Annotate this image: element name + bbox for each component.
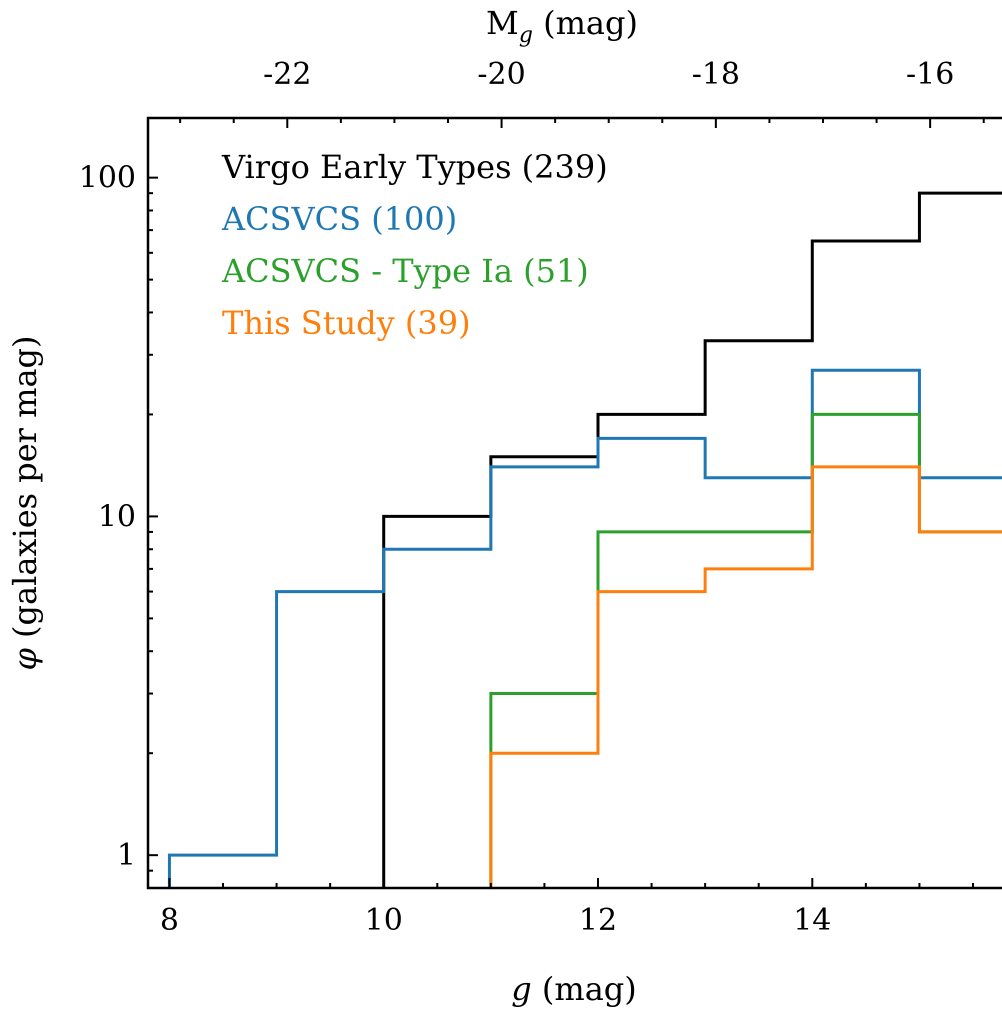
y-tick-label: 100 xyxy=(79,161,136,196)
top-axis-title: Mg (mag) xyxy=(486,4,638,48)
x-axis-title: g (mag) xyxy=(511,970,637,1008)
legend-entry-2: ACSVCS - Type Ia (51) xyxy=(221,252,589,290)
x-tick-label: 14 xyxy=(793,903,831,938)
x-tick-label: 12 xyxy=(579,903,617,938)
x-tick-label: 10 xyxy=(365,903,403,938)
top-tick-label: -16 xyxy=(906,57,954,92)
series-line-3 xyxy=(489,465,1002,888)
top-tick-label: -18 xyxy=(692,57,740,92)
y-axis-title: φ (galaxies per mag) xyxy=(6,335,44,670)
legend: Virgo Early Types (239) ACSVCS (100) ACSVC… xyxy=(221,148,608,342)
series-line-1 xyxy=(167,368,1002,888)
legend-entry-1: ACSVCS (100) xyxy=(221,200,457,238)
series-line-2 xyxy=(489,412,1002,888)
y-tick-label: 10 xyxy=(98,499,136,534)
top-tick-label: -22 xyxy=(263,57,311,92)
series-layer xyxy=(167,191,1002,888)
x-tick-label: 8 xyxy=(160,903,179,938)
legend-entry-3: This Study (39) xyxy=(222,304,471,342)
top-tick-label: -20 xyxy=(477,57,525,92)
y-tick-label: 1 xyxy=(117,838,136,873)
legend-entry-0: Virgo Early Types (239) xyxy=(221,148,608,186)
ticks-layer xyxy=(148,118,985,889)
